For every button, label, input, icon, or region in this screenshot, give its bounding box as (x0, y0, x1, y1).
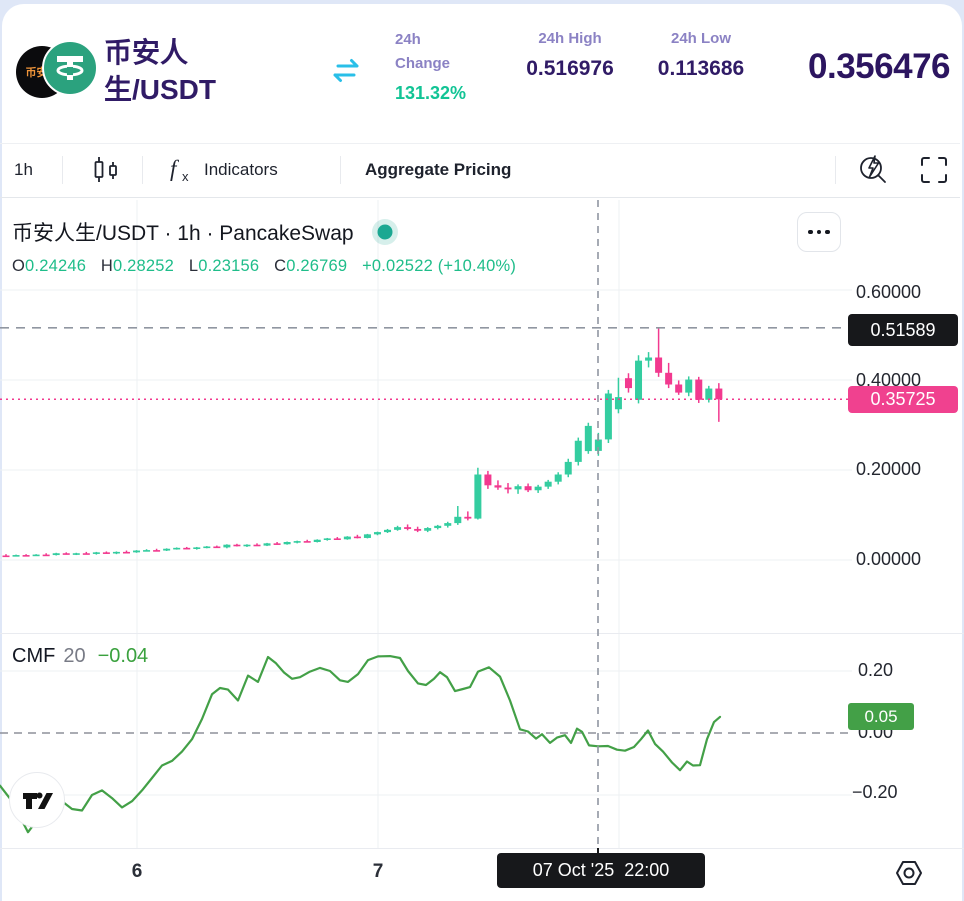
high-24h-block: 24h High 0.516976 (505, 30, 635, 81)
fullscreen-icon (921, 157, 947, 183)
last-price-badge: 0.35725 (848, 386, 958, 413)
cmf-axis-label: 0.20 (858, 660, 894, 680)
high-24h-label: 24h High (538, 30, 602, 47)
high-24h-value: 0.516976 (526, 57, 614, 80)
ohlc-change-value: +0.02522 (+10.40%) (362, 257, 517, 275)
market-status-dot-icon (371, 219, 398, 245)
tradingview-logo[interactable] (9, 772, 65, 828)
ohlc-open-value: 0.24246 (25, 257, 87, 275)
cmf-legend: CMF 20 −0.04 (12, 645, 148, 668)
flash-snapshot-icon (860, 155, 886, 183)
chart-toolbar: 1h f x Indicators Aggregate Pricing (0, 143, 960, 197)
ohlc-close-label: C (274, 257, 287, 275)
crosshair-time-badge: 07 Oct '25 22:00 (497, 853, 705, 888)
svg-text:x: x (182, 169, 189, 184)
header-divider (0, 143, 960, 144)
change-24h-block: 24h Change 131.32% (395, 28, 466, 104)
fullscreen-button[interactable] (918, 143, 950, 197)
cmf-axis-label: −0.20 (852, 782, 898, 802)
last-price: 0.356476 (808, 47, 950, 86)
toolbar-divider (835, 156, 836, 184)
candle-style-button[interactable] (90, 143, 122, 197)
low-24h-value: 0.113686 (657, 57, 745, 80)
legend-symbol-text: 币安人生/USDT · 1h · PancakeSwap (12, 222, 354, 245)
pair-title: 币安人 生/USDT (104, 34, 216, 108)
price-axis-label: 0.60000 (856, 282, 922, 302)
swap-arrows-icon (333, 59, 359, 82)
svg-text:f: f (170, 156, 180, 181)
indicators-button[interactable]: f x Indicators (166, 143, 278, 197)
dot-icon (808, 229, 813, 235)
ohlc-high-label: H (100, 257, 114, 275)
change-24h-label-2: Change (395, 55, 451, 72)
snapshot-button[interactable] (856, 143, 890, 197)
price-axis-label: 0.40000 (856, 370, 922, 390)
change-24h-label-1: 24h (395, 31, 421, 48)
chart-legend: 币安人生/USDT · 1h · PancakeSwap (12, 211, 400, 253)
low-24h-block: 24h Low 0.113686 (640, 30, 762, 81)
ohlc-row: O0.24246 H0.28252 L0.23156 C0.26769 +0.0… (12, 257, 516, 276)
cmf-title: CMF (12, 645, 56, 667)
cmf-value: −0.04 (97, 645, 149, 667)
tether-t-icon (56, 56, 84, 80)
cmf-value-badge: 0.05 (848, 703, 914, 730)
more-options-button[interactable] (797, 212, 841, 252)
pair-title-line2: 生/USDT (104, 74, 217, 105)
low-24h-label: 24h Low (670, 30, 731, 47)
settings-nut-icon (896, 861, 922, 885)
ohlc-low-label: L (188, 257, 199, 275)
toolbar-divider (142, 156, 143, 184)
candlestick-icon (94, 157, 117, 182)
ohlc-close-value: 0.26769 (286, 257, 348, 275)
toolbar-divider (340, 156, 341, 184)
price-axis-label: 0.00000 (856, 549, 922, 569)
cmf-length: 20 (63, 645, 86, 667)
tradingview-icon (23, 792, 53, 809)
indicators-label: Indicators (204, 160, 278, 179)
ohlc-high-value: 0.28252 (113, 257, 175, 275)
price-axis-label: 0.20000 (856, 459, 922, 479)
fx-icon: f x (170, 156, 189, 184)
ohlc-low-value: 0.23156 (198, 257, 260, 275)
dot-icon (825, 229, 830, 235)
time-axis-label: 7 (372, 861, 384, 882)
toolbar-divider (62, 156, 63, 184)
tether-logo (42, 40, 98, 96)
crosshair-price-badge: 0.51589 (848, 314, 958, 346)
aggregate-pricing-tab[interactable]: Aggregate Pricing (365, 160, 512, 179)
change-24h-value: 131.32% (395, 83, 467, 103)
time-axis-label: 6 (131, 861, 143, 882)
toolbar-divider-bottom (0, 197, 960, 198)
ohlc-open-label: O (12, 257, 26, 275)
chart-settings-button[interactable] (892, 857, 926, 889)
chart-card (2, 4, 962, 901)
pair-title-line1: 币安人 (104, 37, 189, 68)
swap-pair-button[interactable] (330, 56, 362, 86)
dot-icon (816, 229, 822, 235)
interval-button[interactable]: 1h (14, 160, 33, 179)
